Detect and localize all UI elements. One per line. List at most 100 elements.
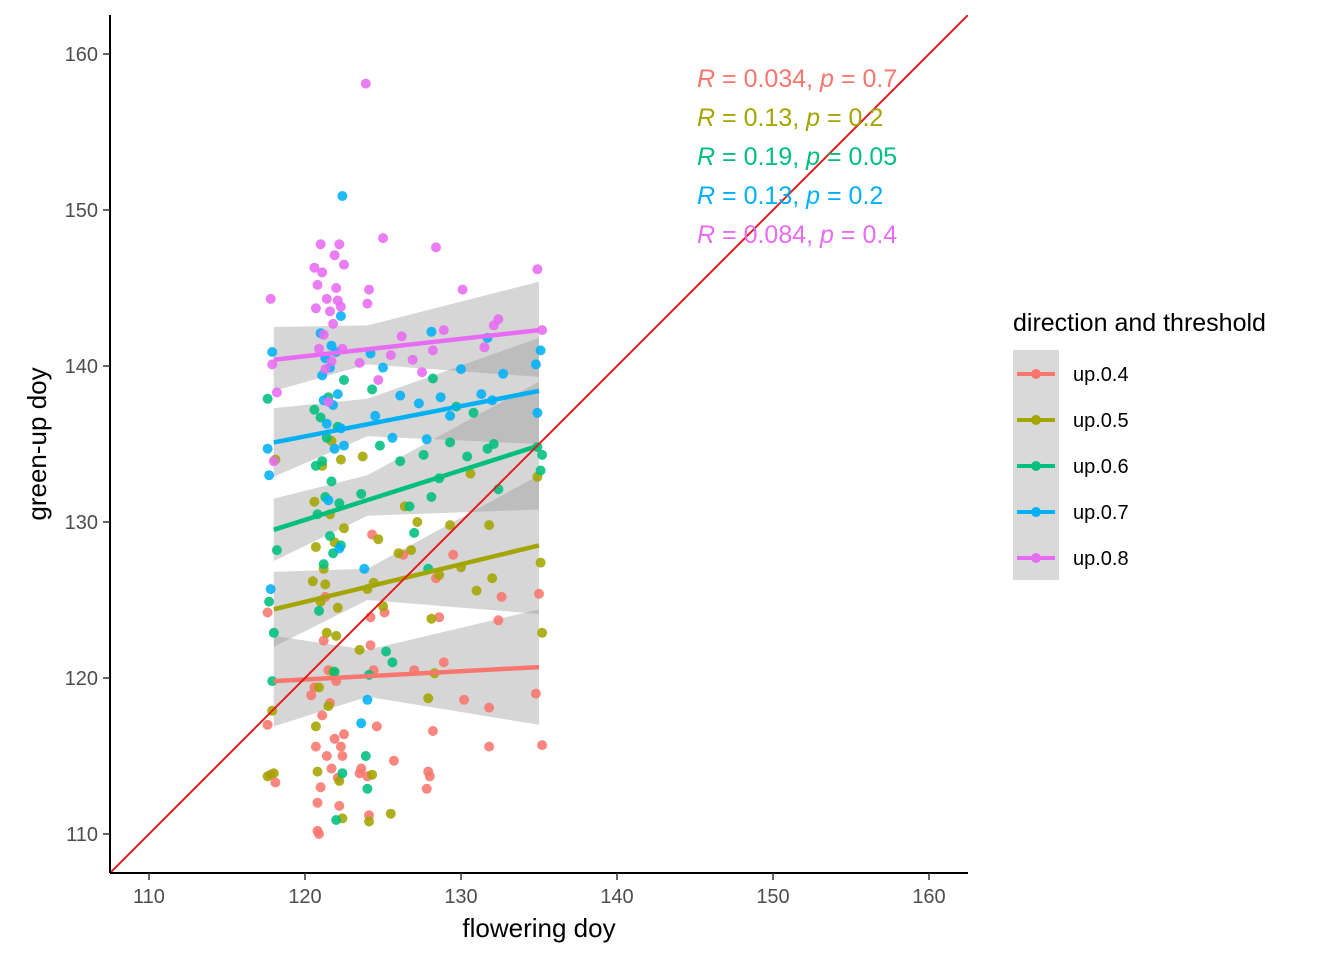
data-point <box>434 570 445 580</box>
data-point <box>434 612 445 623</box>
data-point <box>264 470 275 481</box>
data-point <box>326 763 337 774</box>
stat-value: 0.13 <box>744 182 793 210</box>
data-point <box>537 627 548 638</box>
data-point <box>388 755 399 766</box>
data-point <box>364 816 374 827</box>
data-point <box>317 710 328 721</box>
legend-label: up.0.5 <box>1073 410 1129 432</box>
data-point <box>315 782 326 793</box>
data-point <box>426 492 437 502</box>
data-point <box>321 418 332 429</box>
x-tick-label: 130 <box>444 886 477 908</box>
data-point <box>356 718 367 729</box>
legend-key-point <box>1031 415 1041 425</box>
data-point <box>312 797 323 808</box>
x-tick-label: 110 <box>133 886 165 908</box>
data-point <box>335 741 346 752</box>
data-point <box>496 591 507 602</box>
legend-item-1: up.0.4 <box>1017 364 1129 386</box>
data-point <box>409 527 420 538</box>
data-point <box>318 559 329 570</box>
data-point <box>323 396 334 407</box>
y-tick-label: 160 <box>65 44 98 66</box>
stat-value: 0.4 <box>862 221 897 249</box>
confidence-band-4 <box>273 337 539 477</box>
data-point <box>534 588 544 599</box>
data-point <box>373 534 384 545</box>
data-point <box>356 763 367 774</box>
data-point <box>362 298 373 309</box>
data-point <box>395 390 406 401</box>
data-point <box>378 233 388 244</box>
x-tick-label: 140 <box>600 886 633 908</box>
data-point <box>335 311 346 322</box>
y-tick-label: 140 <box>65 356 98 378</box>
data-point <box>407 354 418 365</box>
x-axis-title: flowering doy <box>462 913 615 943</box>
data-point <box>456 364 466 375</box>
legend-key-point <box>1031 553 1041 563</box>
data-point <box>479 342 490 353</box>
data-point <box>427 373 438 384</box>
legend-label: up.0.7 <box>1073 502 1129 524</box>
data-point <box>310 303 321 314</box>
data-point <box>271 545 282 556</box>
data-point <box>417 367 427 378</box>
data-point <box>459 694 470 705</box>
data-point <box>314 605 324 616</box>
data-point <box>328 318 339 329</box>
data-point <box>445 410 456 421</box>
data-point <box>325 306 335 317</box>
data-point <box>421 783 432 794</box>
identity-line-group <box>110 15 968 873</box>
stat-value: 0.19 <box>744 143 793 171</box>
stat-value: 0.034 <box>744 65 807 93</box>
data-point <box>262 719 273 730</box>
point-group-5 <box>265 78 548 467</box>
data-point <box>331 283 342 293</box>
data-point <box>426 613 437 624</box>
data-point <box>457 284 468 295</box>
data-point <box>323 495 334 506</box>
data-point <box>321 751 332 761</box>
y-tick-label: 110 <box>66 824 98 846</box>
data-point <box>312 279 323 290</box>
data-point <box>488 439 499 449</box>
x-axis-ticks: 110 120 130 140 150 160 <box>133 873 946 908</box>
data-point <box>270 777 281 788</box>
data-point <box>332 389 343 400</box>
data-point <box>325 531 335 541</box>
data-point <box>378 362 388 373</box>
data-point <box>423 693 434 704</box>
data-point <box>329 733 340 744</box>
data-point <box>445 437 456 448</box>
x-tick-label: 120 <box>288 886 321 908</box>
data-point <box>418 449 429 460</box>
trend-line-5 <box>273 327 540 362</box>
data-point <box>265 293 276 304</box>
data-point <box>530 359 541 370</box>
data-point <box>356 488 367 499</box>
data-point <box>339 729 349 740</box>
data-point <box>537 325 548 336</box>
confidence-band-3 <box>273 381 539 561</box>
stat-value: 0.7 <box>862 65 897 93</box>
data-point <box>365 640 376 651</box>
legend-key-point <box>1031 507 1041 517</box>
data-point <box>334 776 345 786</box>
data-point <box>334 498 345 509</box>
data-point <box>335 301 346 312</box>
data-point <box>364 284 374 295</box>
data-point <box>321 432 332 443</box>
data-point <box>532 264 543 275</box>
stat-value: 0.13 <box>744 104 793 132</box>
trend-line-3 <box>273 443 540 532</box>
confidence-band-1 <box>273 609 539 727</box>
data-point <box>381 646 392 657</box>
data-point <box>309 404 320 415</box>
y-tick-label: 130 <box>65 512 98 534</box>
trend-line-4 <box>273 388 540 445</box>
